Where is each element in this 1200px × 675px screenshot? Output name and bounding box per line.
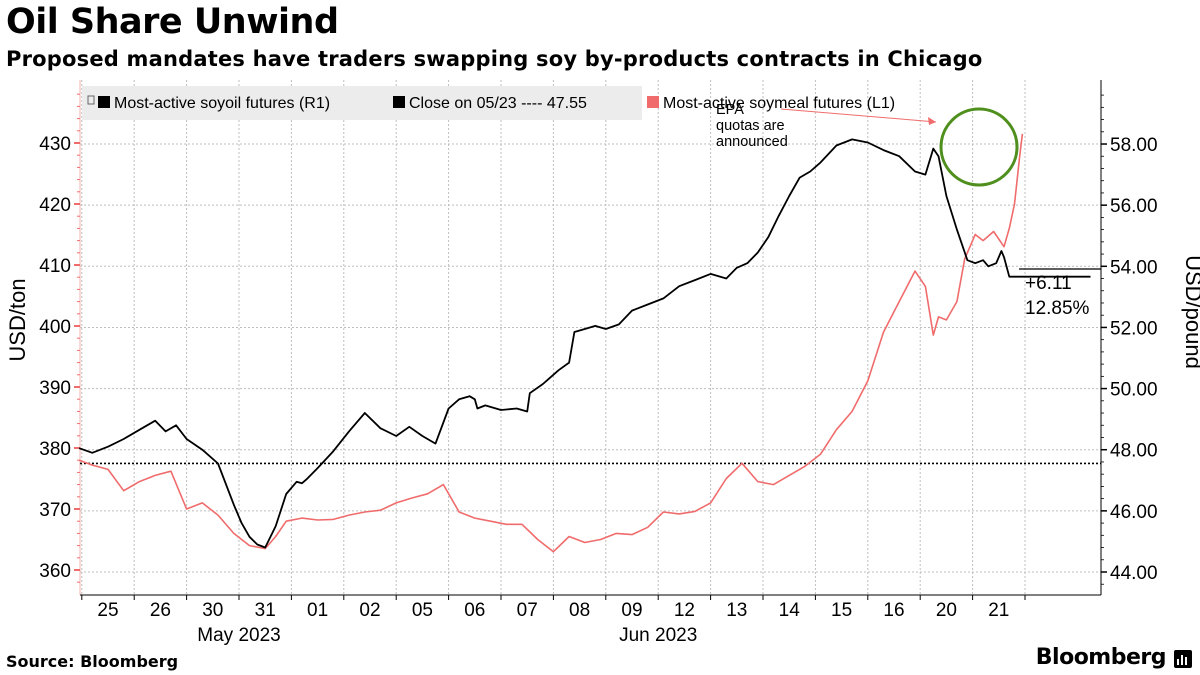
right-axis-tick-label: 56.00 bbox=[1110, 196, 1158, 217]
left-axis-tick-label: 430 bbox=[39, 134, 71, 155]
legend-handle-icon bbox=[87, 95, 95, 105]
x-axis-tick-label: 07 bbox=[517, 600, 538, 621]
x-axis-tick-label: 16 bbox=[883, 600, 904, 621]
right-axis-tick-label: 46.00 bbox=[1110, 502, 1158, 523]
legend[interactable]: Most-active soyoil futures (R1) Close on … bbox=[82, 86, 895, 120]
left-axis-tick-label: 390 bbox=[39, 378, 71, 399]
legend-item[interactable]: Most-active soymeal futures (L1) bbox=[647, 95, 895, 112]
legend-background bbox=[82, 86, 642, 120]
x-axis-tick-label: 30 bbox=[202, 600, 223, 621]
legend-label: Most-active soymeal futures (L1) bbox=[663, 95, 895, 112]
event-annotation-text: EPA bbox=[716, 102, 744, 118]
right-axis-tick-label: 48.00 bbox=[1110, 441, 1158, 462]
bloomberg-logo: Bloomberg bbox=[1035, 645, 1167, 670]
legend-swatch bbox=[647, 96, 659, 108]
event-annotation-text: announced bbox=[716, 134, 788, 150]
x-axis-tick-label: 01 bbox=[307, 600, 328, 621]
legend-label: Most-active soyoil futures (R1) bbox=[114, 95, 330, 112]
x-axis-month-label: Jun 2023 bbox=[619, 625, 697, 646]
series-line-soymeal bbox=[78, 133, 1024, 553]
x-axis-tick-label: 20 bbox=[936, 600, 957, 621]
axis-layer: 360 370 380 390 400 410 420 430 USD/ton 44.00 46.0… bbox=[5, 80, 1200, 646]
x-axis-tick-label: 26 bbox=[150, 600, 171, 621]
x-axis-tick-label: 12 bbox=[674, 600, 695, 621]
x-axis-tick-label: 15 bbox=[831, 600, 852, 621]
legend-item[interactable]: Close on 05/23 ---- 47.55 bbox=[393, 95, 587, 112]
x-axis-tick-label: 13 bbox=[726, 600, 747, 621]
source-note: Source: Bloomberg bbox=[6, 652, 179, 671]
highlight-circle bbox=[939, 107, 1019, 187]
chart-subtitle: Proposed mandates have traders swapping … bbox=[6, 47, 983, 71]
left-axis-tick-label: 370 bbox=[39, 500, 71, 521]
right-axis-tick-label: 52.00 bbox=[1110, 318, 1158, 339]
x-axis-tick-label: 08 bbox=[569, 600, 590, 621]
series-line-soyoil bbox=[78, 138, 1091, 549]
event-annotation-arrowhead bbox=[928, 117, 936, 125]
left-axis-tick-label: 400 bbox=[39, 317, 71, 338]
right-axis-label: USD/pound bbox=[1181, 255, 1200, 369]
left-axis-tick-label: 410 bbox=[39, 256, 71, 277]
change-percent: 12.85% bbox=[1025, 298, 1090, 319]
series-layer bbox=[78, 133, 1101, 553]
left-axis-tick-label: 360 bbox=[39, 561, 71, 582]
legend-item[interactable]: Most-active soyoil futures (R1) bbox=[98, 95, 330, 112]
right-axis-tick-label: 54.00 bbox=[1110, 257, 1158, 278]
bloomberg-logo-icon bbox=[1174, 650, 1192, 668]
grid-layer bbox=[80, 80, 1101, 595]
x-axis-tick-label: 21 bbox=[988, 600, 1009, 621]
legend-label: Close on 05/23 ---- 47.55 bbox=[409, 95, 587, 112]
x-axis-tick-label: 25 bbox=[97, 600, 118, 621]
x-axis-tick-label: 31 bbox=[255, 600, 276, 621]
x-axis-tick-label: 05 bbox=[412, 600, 433, 621]
legend-swatch bbox=[393, 96, 405, 108]
x-axis-tick-label: 14 bbox=[779, 600, 801, 621]
x-axis-tick-label: 06 bbox=[464, 600, 485, 621]
change-absolute: +6.11 bbox=[1025, 273, 1072, 294]
right-axis-tick-label: 58.00 bbox=[1110, 135, 1158, 156]
event-annotation-text: quotas are bbox=[716, 118, 785, 134]
x-axis-month-label: May 2023 bbox=[197, 625, 280, 646]
right-axis-tick-label: 50.00 bbox=[1110, 380, 1158, 401]
left-axis-label: USD/ton bbox=[5, 278, 30, 361]
chart-title: Oil Share Unwind bbox=[6, 2, 339, 42]
x-axis-tick-label: 02 bbox=[359, 600, 380, 621]
event-annotation-arrow bbox=[780, 108, 937, 123]
x-axis-tick-label: 09 bbox=[621, 600, 642, 621]
right-axis-tick-label: 44.00 bbox=[1110, 563, 1158, 584]
left-axis-tick-label: 420 bbox=[39, 195, 71, 216]
legend-swatch bbox=[98, 96, 110, 108]
left-axis-tick-label: 380 bbox=[39, 439, 71, 460]
